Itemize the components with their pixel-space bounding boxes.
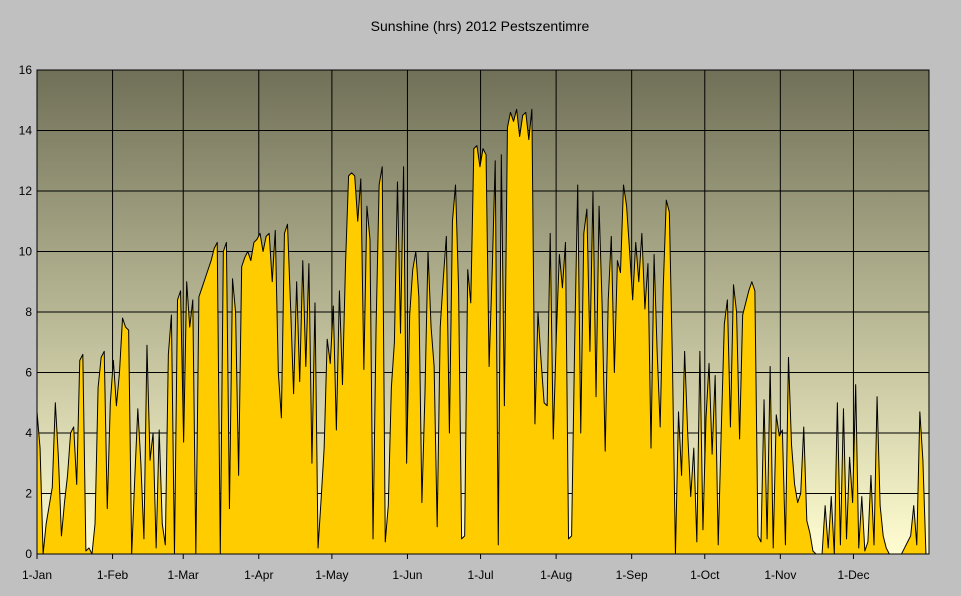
y-tick-label: 14 [19, 124, 33, 138]
x-tick-label: 1-Jun [392, 568, 422, 582]
x-tick-label: 1-Oct [690, 568, 720, 582]
y-tick-label: 10 [19, 245, 33, 259]
sunshine-area-series [36, 108, 930, 555]
x-tick-label: 1-Jul [468, 568, 494, 582]
x-tick-label: 1-Apr [244, 568, 273, 582]
x-tick-label: 1-Mar [168, 568, 199, 582]
chart-title: Sunshine (hrs) 2012 Pestszentimre [371, 18, 590, 34]
x-tick-label: 1-Nov [764, 568, 796, 582]
x-tick-label: 1-Dec [837, 568, 869, 582]
y-tick-label: 16 [19, 63, 33, 77]
x-axis-tick-labels: 1-Jan 1-Feb 1-Mar 1-Apr 1-May 1-Jun 1-Jul 1-Aug… [22, 568, 869, 582]
plot-border [36, 69, 930, 555]
x-tick-label: 1-Feb [97, 568, 129, 582]
x-tick-label: 1-Sep [616, 568, 648, 582]
x-tick-label: 1-Jan [22, 568, 52, 582]
x-tick-label: 1-Aug [540, 568, 572, 582]
y-tick-label: 4 [25, 426, 32, 440]
y-tick-label: 8 [25, 305, 32, 319]
y-tick-label: 0 [25, 547, 32, 561]
y-tick-label: 2 [25, 487, 32, 501]
x-tick-label: 1-May [315, 568, 348, 582]
y-tick-label: 12 [19, 184, 33, 198]
y-tick-label: 6 [25, 366, 32, 380]
y-axis-tick-labels: 0 2 4 6 8 10 12 14 16 [19, 63, 33, 561]
